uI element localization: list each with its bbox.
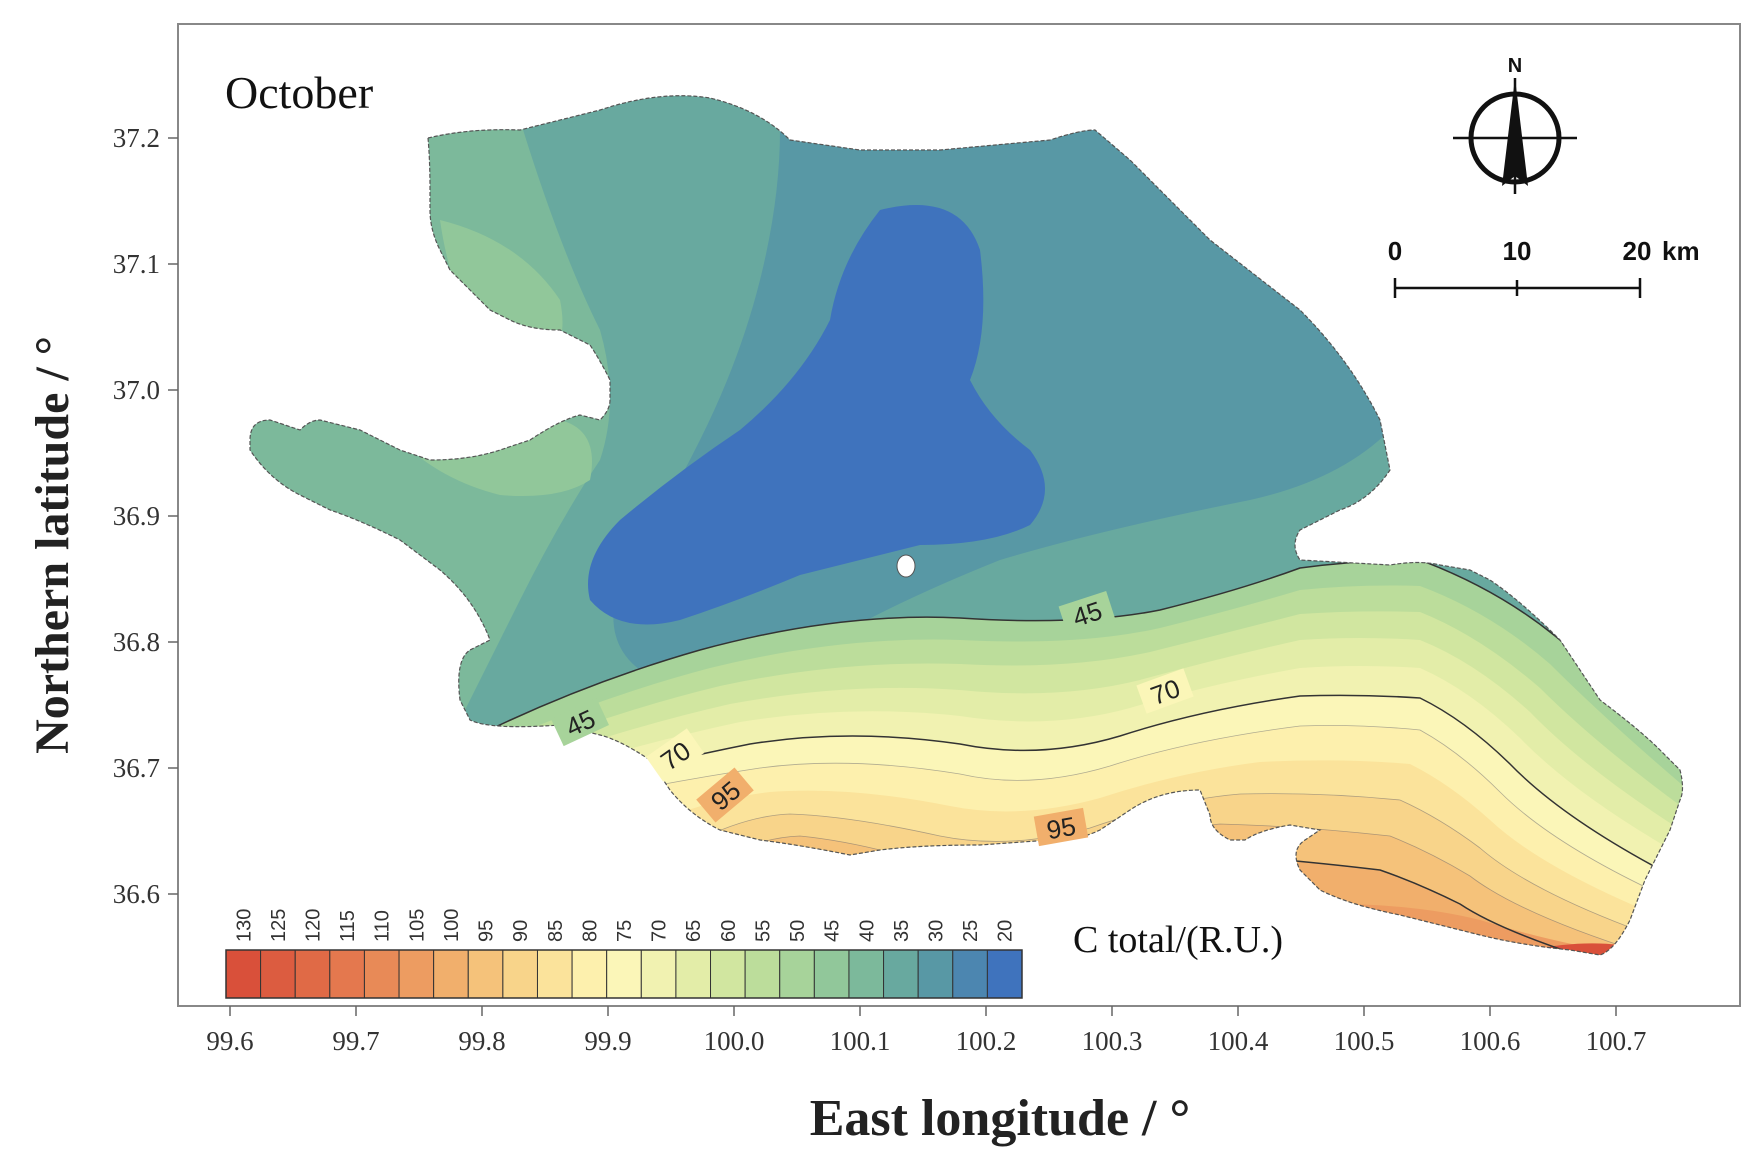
legend-swatch bbox=[467, 949, 504, 999]
legend-value-label: 75 bbox=[614, 920, 636, 942]
scale-label-0: 0 bbox=[1388, 236, 1402, 266]
legend-swatch bbox=[225, 949, 262, 999]
scale-label-10: 10 bbox=[1503, 236, 1532, 266]
x-tick-label: 100.7 bbox=[1586, 1026, 1647, 1056]
legend-value-label: 65 bbox=[683, 920, 705, 942]
color-legend: 130 125 120 115 110 105 100 95 90 85 80 75 70 65 60 55 5… bbox=[225, 909, 1023, 999]
zone-20-core bbox=[588, 205, 1045, 625]
legend-swatch bbox=[433, 949, 469, 999]
legend-value-label: 60 bbox=[718, 920, 740, 942]
x-tick-label: 99.6 bbox=[206, 1026, 253, 1056]
legend-title: C total/(R.U.) bbox=[1073, 919, 1283, 961]
island-marker bbox=[896, 554, 916, 578]
north-label: N bbox=[1508, 55, 1522, 77]
contour-label-95-east: 95 bbox=[1044, 811, 1078, 846]
y-axis-ticks: 37.2 37.1 37.0 36.9 36.8 36.7 36.6 bbox=[113, 123, 178, 909]
y-tick-label: 36.9 bbox=[113, 501, 160, 531]
legend-swatch bbox=[883, 949, 919, 999]
legend-value-label: 85 bbox=[545, 920, 567, 942]
legend-swatch bbox=[744, 949, 781, 999]
legend-swatch bbox=[640, 949, 677, 999]
legend-swatch bbox=[710, 949, 746, 999]
legend-swatch bbox=[952, 949, 988, 999]
legend-value-label: 90 bbox=[510, 920, 532, 942]
y-axis-title: Northern latitude / ° bbox=[26, 336, 79, 754]
legend-swatch bbox=[675, 949, 712, 999]
legend-value-label: 35 bbox=[891, 920, 913, 942]
scale-label-20: 20 bbox=[1623, 236, 1652, 266]
legend-swatch bbox=[986, 949, 1023, 999]
legend-value-label: 120 bbox=[303, 909, 325, 942]
legend-value-label: 25 bbox=[960, 920, 982, 942]
legend-swatch bbox=[813, 949, 850, 999]
zone-40-northwest bbox=[440, 220, 563, 363]
x-tick-label: 99.7 bbox=[332, 1026, 379, 1056]
legend-value-label: 110 bbox=[372, 910, 394, 942]
legend-value-label: 30 bbox=[925, 920, 947, 942]
legend-swatch bbox=[606, 949, 642, 999]
scale-bar: 0 10 20 km bbox=[1388, 236, 1700, 298]
north-arrow-icon: N bbox=[1453, 55, 1577, 194]
legend-swatch bbox=[917, 949, 954, 999]
scale-unit: km bbox=[1662, 236, 1700, 266]
x-axis-title: East longitude / ° bbox=[810, 1090, 1191, 1147]
x-tick-label: 100.4 bbox=[1208, 1026, 1269, 1056]
legend-value-label: 70 bbox=[649, 920, 671, 942]
legend-value-label: 130 bbox=[233, 909, 255, 942]
legend-value-label: 95 bbox=[476, 920, 498, 942]
y-tick-label: 36.7 bbox=[113, 753, 160, 783]
x-tick-label: 100.5 bbox=[1334, 1026, 1395, 1056]
contour-70 bbox=[479, 694, 1683, 891]
y-tick-label: 37.1 bbox=[113, 249, 160, 279]
legend-value-label: 125 bbox=[268, 909, 290, 942]
legend-value-label: 55 bbox=[752, 920, 774, 942]
x-tick-label: 99.9 bbox=[584, 1026, 631, 1056]
legend-value-label: 105 bbox=[406, 909, 428, 942]
x-tick-label: 100.6 bbox=[1460, 1026, 1521, 1056]
legend-swatch bbox=[329, 949, 365, 999]
legend-value-label: 100 bbox=[441, 909, 463, 942]
legend-swatch bbox=[363, 949, 400, 999]
y-tick-label: 37.0 bbox=[113, 375, 160, 405]
x-tick-label: 100.3 bbox=[1082, 1026, 1143, 1056]
x-axis-ticks: 99.6 99.7 99.8 99.9 100.0 100.1 100.2 100.3 100.… bbox=[206, 1006, 1646, 1056]
x-tick-label: 100.2 bbox=[956, 1026, 1017, 1056]
legend-value-label: 115 bbox=[337, 910, 359, 942]
contour-45 bbox=[429, 559, 1683, 781]
map-title: October bbox=[225, 67, 373, 118]
legend-swatch bbox=[502, 949, 538, 999]
x-tick-label: 99.8 bbox=[458, 1026, 505, 1056]
y-tick-label: 36.6 bbox=[113, 879, 160, 909]
legend-swatch bbox=[848, 949, 885, 999]
legend-swatch bbox=[536, 949, 573, 999]
legend-swatch bbox=[398, 949, 435, 999]
y-tick-label: 37.2 bbox=[113, 123, 160, 153]
legend-value-label: 80 bbox=[579, 920, 601, 942]
legend-value-label: 45 bbox=[822, 920, 844, 942]
x-tick-label: 100.1 bbox=[830, 1026, 891, 1056]
legend-value-label: 20 bbox=[995, 920, 1017, 942]
legend-swatch bbox=[294, 949, 331, 999]
legend-swatch bbox=[260, 949, 296, 999]
legend-swatch bbox=[779, 949, 815, 999]
y-tick-label: 36.8 bbox=[113, 627, 160, 657]
legend-border bbox=[225, 949, 1023, 999]
x-tick-label: 100.0 bbox=[704, 1026, 765, 1056]
legend-value-label: 40 bbox=[856, 920, 878, 942]
legend-value-label: 50 bbox=[787, 920, 809, 942]
legend-swatch bbox=[571, 949, 608, 999]
